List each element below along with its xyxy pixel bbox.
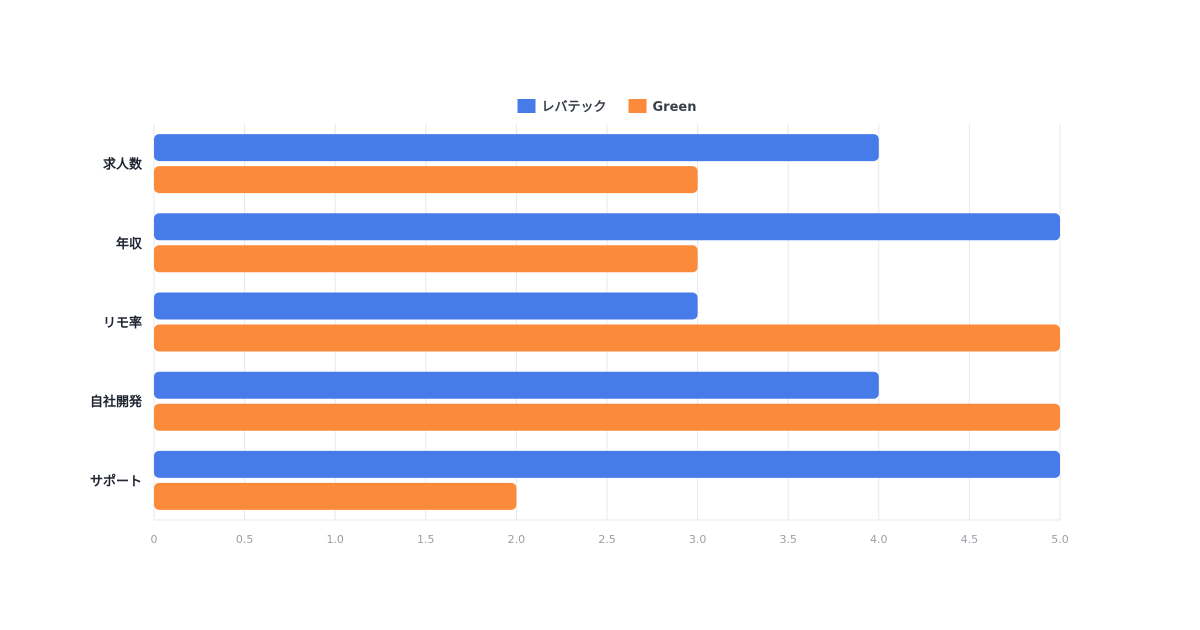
legend-swatch (517, 99, 536, 113)
x-tick-label: 4.0 (870, 533, 888, 546)
x-tick-label: 0.5 (236, 533, 254, 546)
bar-series-1[interactable] (154, 213, 1060, 241)
x-tick-label: 2.0 (508, 533, 526, 546)
x-tick-label: 1.0 (326, 533, 344, 546)
category-label: 年収 (116, 236, 143, 252)
bars (154, 134, 1060, 510)
x-tick-label: 0 (151, 533, 158, 546)
legend-swatch (628, 99, 647, 113)
x-tick-label: 5.0 (1051, 533, 1069, 546)
x-tick-label: 2.5 (598, 533, 616, 546)
x-axis-ticks: 0 0.5 1.0 1.5 2.0 2.5 3.0 3.5 4.0 4.5 5.0 (151, 533, 1069, 546)
legend: レバテック Green (517, 99, 697, 115)
x-tick-label: 4.5 (961, 533, 979, 546)
bar-series-2[interactable] (154, 166, 698, 194)
legend-item[interactable]: Green (628, 99, 697, 115)
category-label: 自社開発 (90, 394, 143, 410)
bar-series-1[interactable] (154, 371, 879, 399)
category-label: 求人数 (103, 157, 143, 173)
category-label: サポート (90, 473, 142, 489)
x-tick-label: 3.5 (779, 533, 797, 546)
legend-item[interactable]: レバテック (517, 99, 607, 115)
bar-series-1[interactable] (154, 450, 1060, 478)
bar-series-2[interactable] (154, 245, 698, 273)
category-label: リモ率 (103, 315, 142, 331)
bar-series-1[interactable] (154, 292, 698, 320)
x-tick-label: 3.0 (689, 533, 707, 546)
x-tick-label: 1.5 (417, 533, 435, 546)
legend-label: Green (653, 100, 697, 115)
legend-label: レバテック (542, 100, 607, 115)
bar-series-2[interactable] (154, 324, 1060, 352)
bar-series-1[interactable] (154, 134, 879, 162)
bar-series-2[interactable] (154, 482, 517, 510)
bar-series-2[interactable] (154, 403, 1060, 431)
